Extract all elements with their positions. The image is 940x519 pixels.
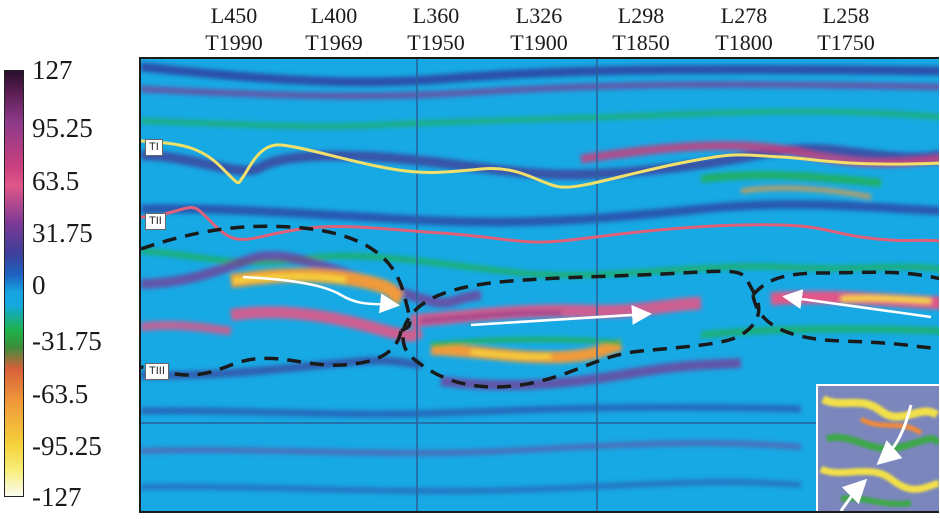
seismic-section: TI TII TIII [139, 57, 939, 513]
line-label: L278 [720, 3, 768, 28]
channel-outline-5 [751, 294, 939, 351]
top-label-6: L278 T1800 [699, 2, 789, 56]
flow-arrow [242, 275, 400, 314]
colorbar-tick: 63.5 [32, 166, 80, 196]
colorbar-tick: 127 [32, 55, 73, 85]
trace-label: T1990 [205, 30, 263, 55]
line-label: L400 [310, 3, 358, 28]
colorbar-tick: 31.75 [32, 218, 93, 248]
section-background [141, 59, 939, 511]
channel-outlines [141, 224, 939, 389]
colorbar-tick: 0 [32, 270, 46, 300]
colorbar-tick: -127 [32, 482, 82, 512]
reflector-bands [141, 62, 939, 494]
horizon-tag-tii: TII [145, 213, 166, 230]
top-label-4: L326 T1900 [494, 2, 584, 56]
line-label: L258 [822, 3, 870, 28]
top-label-7: L258 T1750 [801, 2, 891, 56]
horizon-ti-line [141, 139, 939, 189]
colorbar-tick: 95.25 [32, 113, 93, 143]
flow-arrow [782, 289, 932, 319]
horizon-tag-ti: TI [145, 139, 163, 156]
line-label: L450 [210, 3, 258, 28]
horizon-tii-line [141, 206, 939, 244]
trace-label: T1750 [817, 30, 875, 55]
top-label-2: L400 T1969 [289, 2, 379, 56]
channel-outline-2 [141, 330, 403, 377]
flow-arrows [242, 275, 932, 327]
trace-label: T1900 [510, 30, 568, 55]
top-label-3: L360 T1950 [391, 2, 481, 56]
trace-label: T1950 [407, 30, 465, 55]
seismic-image [141, 59, 939, 511]
colorbar-tick: -31.75 [32, 326, 102, 356]
colorbar-tick: -63.5 [32, 379, 89, 409]
line-label: L298 [617, 3, 665, 28]
colorbar-tick: -95.25 [32, 431, 102, 461]
channel-outline-3 [401, 269, 761, 389]
horizon-tag-tiii: TIII [145, 363, 169, 380]
channel-outline-4 [751, 270, 939, 297]
line-label: L360 [412, 3, 460, 28]
inset-map [816, 384, 939, 511]
line-label: L326 [515, 3, 563, 28]
top-label-5: L298 T1850 [596, 2, 686, 56]
trace-label: T1800 [715, 30, 773, 55]
trace-label: T1969 [305, 30, 363, 55]
amplitude-colorbar [4, 70, 24, 497]
top-label-1: L450 T1990 [189, 2, 279, 56]
flow-arrow [470, 304, 652, 327]
trace-label: T1850 [612, 30, 670, 55]
